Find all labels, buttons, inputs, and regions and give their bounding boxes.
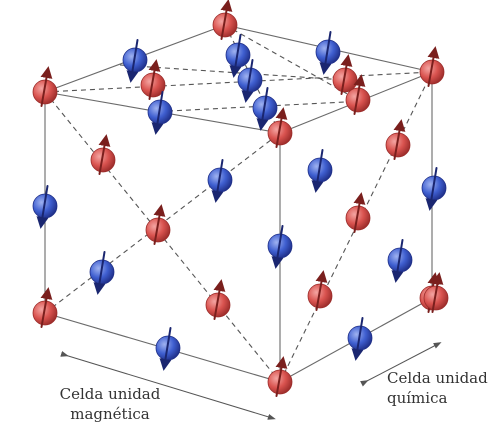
red-atom-sphere [212,12,238,38]
atom-red [267,356,293,397]
red-atom-sphere [267,120,293,146]
atom-blue [307,149,333,193]
atom-blue [421,167,447,211]
atom-blue [207,159,233,203]
spin-arrow-icon [393,119,406,160]
spin-arrow-icon [213,279,226,320]
atom-red [332,54,358,95]
atom-red [140,59,166,100]
spin-arrow-icon [353,192,366,233]
spin-arrow-icon [315,270,328,311]
spin-arrow-icon [427,46,440,87]
red-atom-sphere [145,217,171,243]
spin-arrow-icon [148,59,161,100]
spin-arrow-icon [241,59,254,103]
spin-arrow-icon [98,134,111,175]
atom-blue [387,239,413,283]
magnetic-cell-arrow [60,350,276,420]
magnetic-cell-label: Celda unidad magnética [40,384,180,424]
spin-arrow-icon [275,107,288,148]
spin-arrow-icon [93,251,106,295]
spin-arrow-icon [40,287,53,328]
red-atom-sphere [32,79,58,105]
spin-arrow-icon [425,167,438,211]
red-atom-sphere [32,300,58,326]
spin-arrow-icon [159,327,172,371]
atoms-group [32,0,449,397]
spin-arrow-icon [275,356,288,397]
atom-blue [89,251,115,295]
atom-red [267,107,293,148]
chemical-cell-label-line1: Celda unidad [387,369,488,387]
atom-blue [315,31,341,75]
spin-arrow-icon [391,239,404,283]
atom-red [419,46,445,87]
magnetic-cell-label-line2: magnética [70,405,150,423]
spin-arrow-icon [351,317,364,361]
red-atom-sphere [385,132,411,158]
atom-red [32,66,58,107]
atom-red [307,270,333,311]
dashed-line [149,101,346,113]
red-atom-sphere [267,369,293,395]
spin-arrow-icon [431,272,444,313]
red-atom-sphere [419,59,445,85]
spin-arrow-icon [353,74,366,115]
red-atom-sphere [307,283,333,309]
atom-red [212,0,238,40]
red-atom-sphere [345,87,371,113]
spin-arrow-icon [36,185,49,229]
spin-arrow-icon [340,54,353,95]
red-atom-sphere [140,72,166,98]
spin-arrow-icon [319,31,332,75]
atom-red [205,279,231,320]
spin-arrow-icon [220,0,233,40]
atom-red [345,192,371,233]
atom-blue [122,39,148,83]
spin-arrow-icon [151,91,164,135]
atom-red [90,134,116,175]
spin-arrow-icon [271,225,284,269]
spin-arrow-icon [126,39,139,83]
chemical-cell-label: Celda unidad química [387,368,488,408]
atom-blue [155,327,181,371]
spin-arrow-icon [153,204,166,245]
atom-red [32,287,58,328]
atom-red [385,119,411,160]
spin-arrow-icon [229,34,242,78]
chemical-cell-arrow [360,342,442,387]
atom-red [145,204,171,245]
spin-arrow-icon [256,87,269,131]
atom-blue [147,91,173,135]
atom-red [423,272,449,313]
atom-blue [237,59,263,103]
atom-red [345,74,371,115]
red-atom-sphere [90,147,116,173]
atom-blue [252,87,278,131]
atom-blue [347,317,373,361]
atom-blue [32,185,58,229]
atom-blue [267,225,293,269]
atom-blue [225,34,251,78]
chemical-cell-label-line2: química [387,389,448,407]
spin-arrow-icon [40,66,53,107]
red-atom-sphere [423,285,449,311]
spin-arrow-icon [311,149,324,193]
spin-arrow-icon [211,159,224,203]
magnetic-cell-label-line1: Celda unidad [59,385,161,403]
red-atom-sphere [205,292,231,318]
red-atom-sphere [345,205,371,231]
